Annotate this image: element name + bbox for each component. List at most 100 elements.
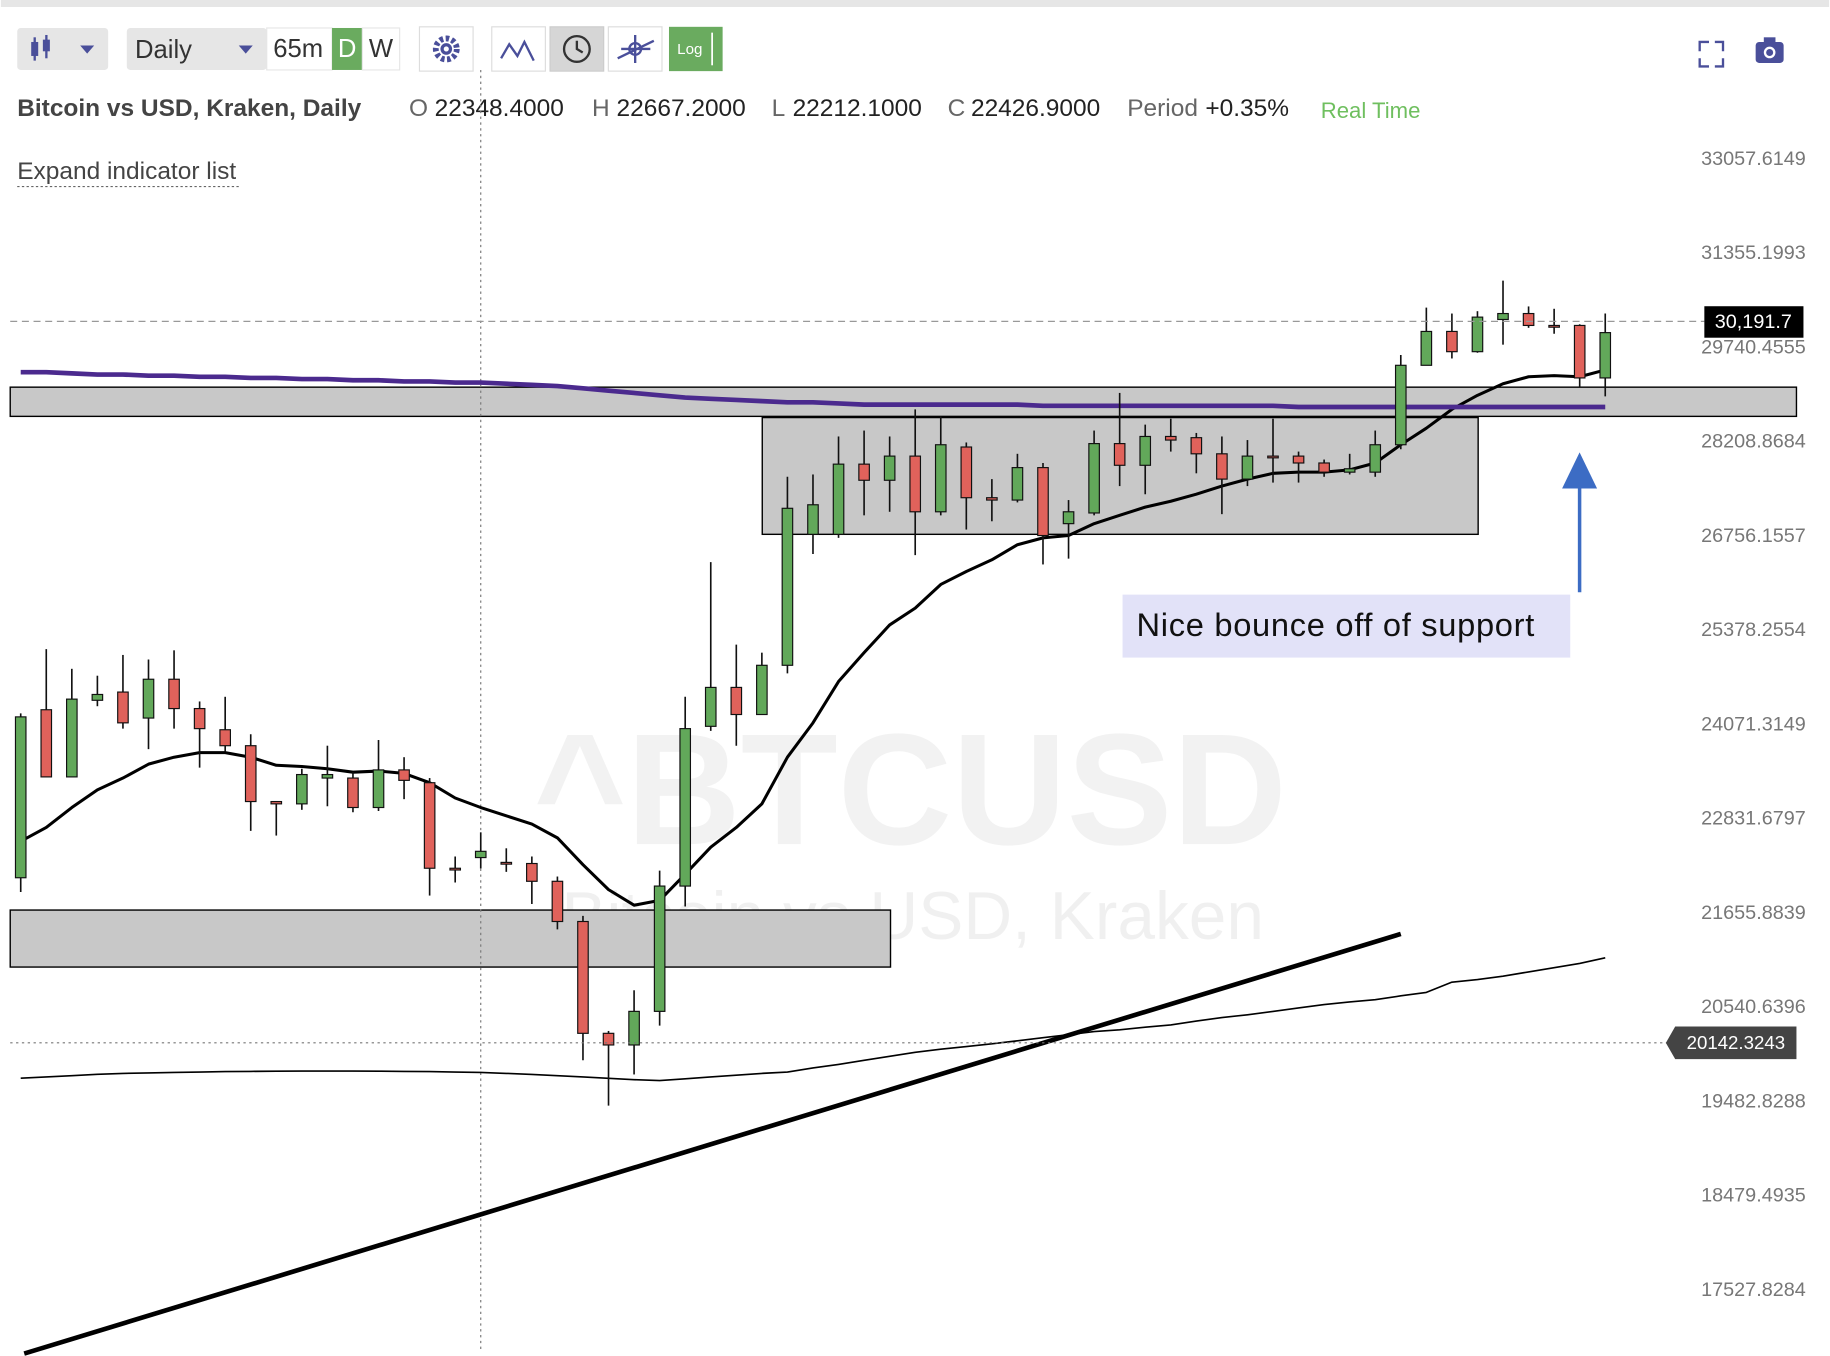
ohlc-key: O: [409, 95, 428, 122]
candle-body: [1318, 462, 1330, 473]
candle-body: [1394, 364, 1407, 446]
candle-body: [321, 773, 334, 779]
y-tick-label: 18479.4935: [1701, 1185, 1806, 1207]
candle-body: [1292, 455, 1305, 464]
candle-body: [449, 867, 462, 871]
dropdown-arrow: [238, 45, 253, 54]
indicator-line: [20, 957, 1606, 1082]
indicator-line: [20, 369, 1606, 410]
y-tick-label: 19482.8288: [1701, 1090, 1806, 1112]
candle-body: [1446, 330, 1458, 353]
candle-body: [423, 782, 436, 869]
expand-indicator-link[interactable]: Expand indicator list: [17, 158, 236, 185]
candle-body: [1369, 444, 1382, 473]
period-label: Period: [1127, 95, 1198, 122]
y-tick-label: 17527.8284: [1701, 1279, 1806, 1301]
gear-icon: [443, 46, 449, 52]
crosshair-label: 20142.3243: [1687, 1032, 1785, 1053]
candle-body: [474, 850, 487, 859]
candle-body: [1471, 316, 1484, 353]
candle-body: [1164, 435, 1177, 441]
last-price-label: 30,191.7: [1715, 311, 1792, 333]
timeframe-label: D: [338, 35, 357, 63]
candle-body: [628, 1010, 640, 1046]
indicator-line: [19, 368, 1606, 907]
candle-body: [1139, 435, 1152, 466]
candle-body: [1062, 511, 1075, 525]
ohlc-value: 22426.9000: [971, 95, 1100, 122]
candle-body: [730, 686, 743, 716]
log-button[interactable]: [668, 26, 723, 72]
candle-body: [1037, 467, 1049, 537]
candle-body: [858, 463, 870, 481]
annotation-text: Nice bounce off of support: [1137, 606, 1535, 643]
icon: [500, 39, 535, 62]
icon: [628, 41, 643, 56]
interval-label: Daily: [135, 36, 192, 64]
toolbar: Daily 65m D W Log: [17, 26, 1784, 72]
y-tick-label: 26756.1557: [1701, 525, 1806, 547]
y-tick-label: 31355.1993: [1701, 242, 1806, 264]
y-tick-label: 22831.6797: [1701, 808, 1806, 830]
ohlc-value: 22212.1000: [793, 95, 922, 122]
candle-body: [1011, 467, 1024, 501]
chart-type-button[interactable]: [17, 27, 109, 70]
candle-body: [66, 698, 78, 778]
candle-body: [1522, 312, 1535, 327]
timeframe-button[interactable]: [266, 27, 333, 71]
period-value: +0.35%: [1205, 95, 1289, 122]
candle-body: [704, 686, 717, 727]
timeframe-label: W: [369, 35, 394, 63]
candle-body: [1573, 324, 1586, 379]
timeframe-button[interactable]: [332, 27, 363, 70]
clock-icon: [562, 34, 591, 63]
candle-body: [934, 444, 947, 513]
icon: [31, 41, 39, 56]
candle-body: [372, 769, 385, 809]
candle-body: [781, 507, 794, 666]
candle-body: [193, 707, 206, 730]
candle-body: [1216, 453, 1228, 480]
icon: [617, 34, 655, 63]
y-tick-label: 20540.6396: [1701, 996, 1806, 1018]
candle-body: [270, 800, 283, 805]
candle-body: [1420, 330, 1433, 366]
candle-body: [577, 920, 589, 1034]
y-tick-label: 29740.4555: [1701, 336, 1806, 358]
y-tick-label: 28208.8684: [1701, 431, 1806, 453]
crosshair-tag: [1665, 1026, 1797, 1060]
ohlc-value: 22348.4000: [435, 95, 564, 122]
candle-body: [398, 769, 410, 781]
candle-body: [1267, 455, 1279, 459]
timeframe-button[interactable]: [361, 27, 401, 71]
candle-body: [14, 716, 27, 879]
indicator-button[interactable]: [491, 26, 546, 72]
candle-body: [1113, 443, 1126, 466]
timeframe-label: 65m: [273, 35, 323, 63]
y-tick-label: 33057.6149: [1701, 148, 1806, 170]
candle-body: [1548, 324, 1560, 328]
interval-select[interactable]: [126, 27, 267, 70]
clock-icon: [575, 40, 584, 54]
candle-body: [551, 880, 564, 923]
candle-body: [1241, 455, 1254, 480]
chart-title: Bitcoin vs USD, Kraken, Daily: [17, 95, 361, 122]
log-label: Log: [677, 41, 702, 58]
candle-body: [1088, 443, 1100, 514]
candle-body: [296, 773, 308, 805]
candle-body: [960, 446, 973, 499]
candle-body: [500, 861, 513, 865]
candle-body: [883, 455, 896, 481]
ohlc-key: L: [772, 95, 786, 122]
status: Real Time: [1321, 98, 1421, 123]
candle-body: [832, 463, 845, 535]
fullscreen-button[interactable]: [1698, 40, 1725, 68]
candle-body: [1497, 312, 1509, 321]
candle-body: [679, 728, 692, 887]
candle-body: [526, 862, 538, 882]
top-strip: [0, 0, 1830, 7]
watermark: ^BTCUSD: [534, 700, 1287, 878]
